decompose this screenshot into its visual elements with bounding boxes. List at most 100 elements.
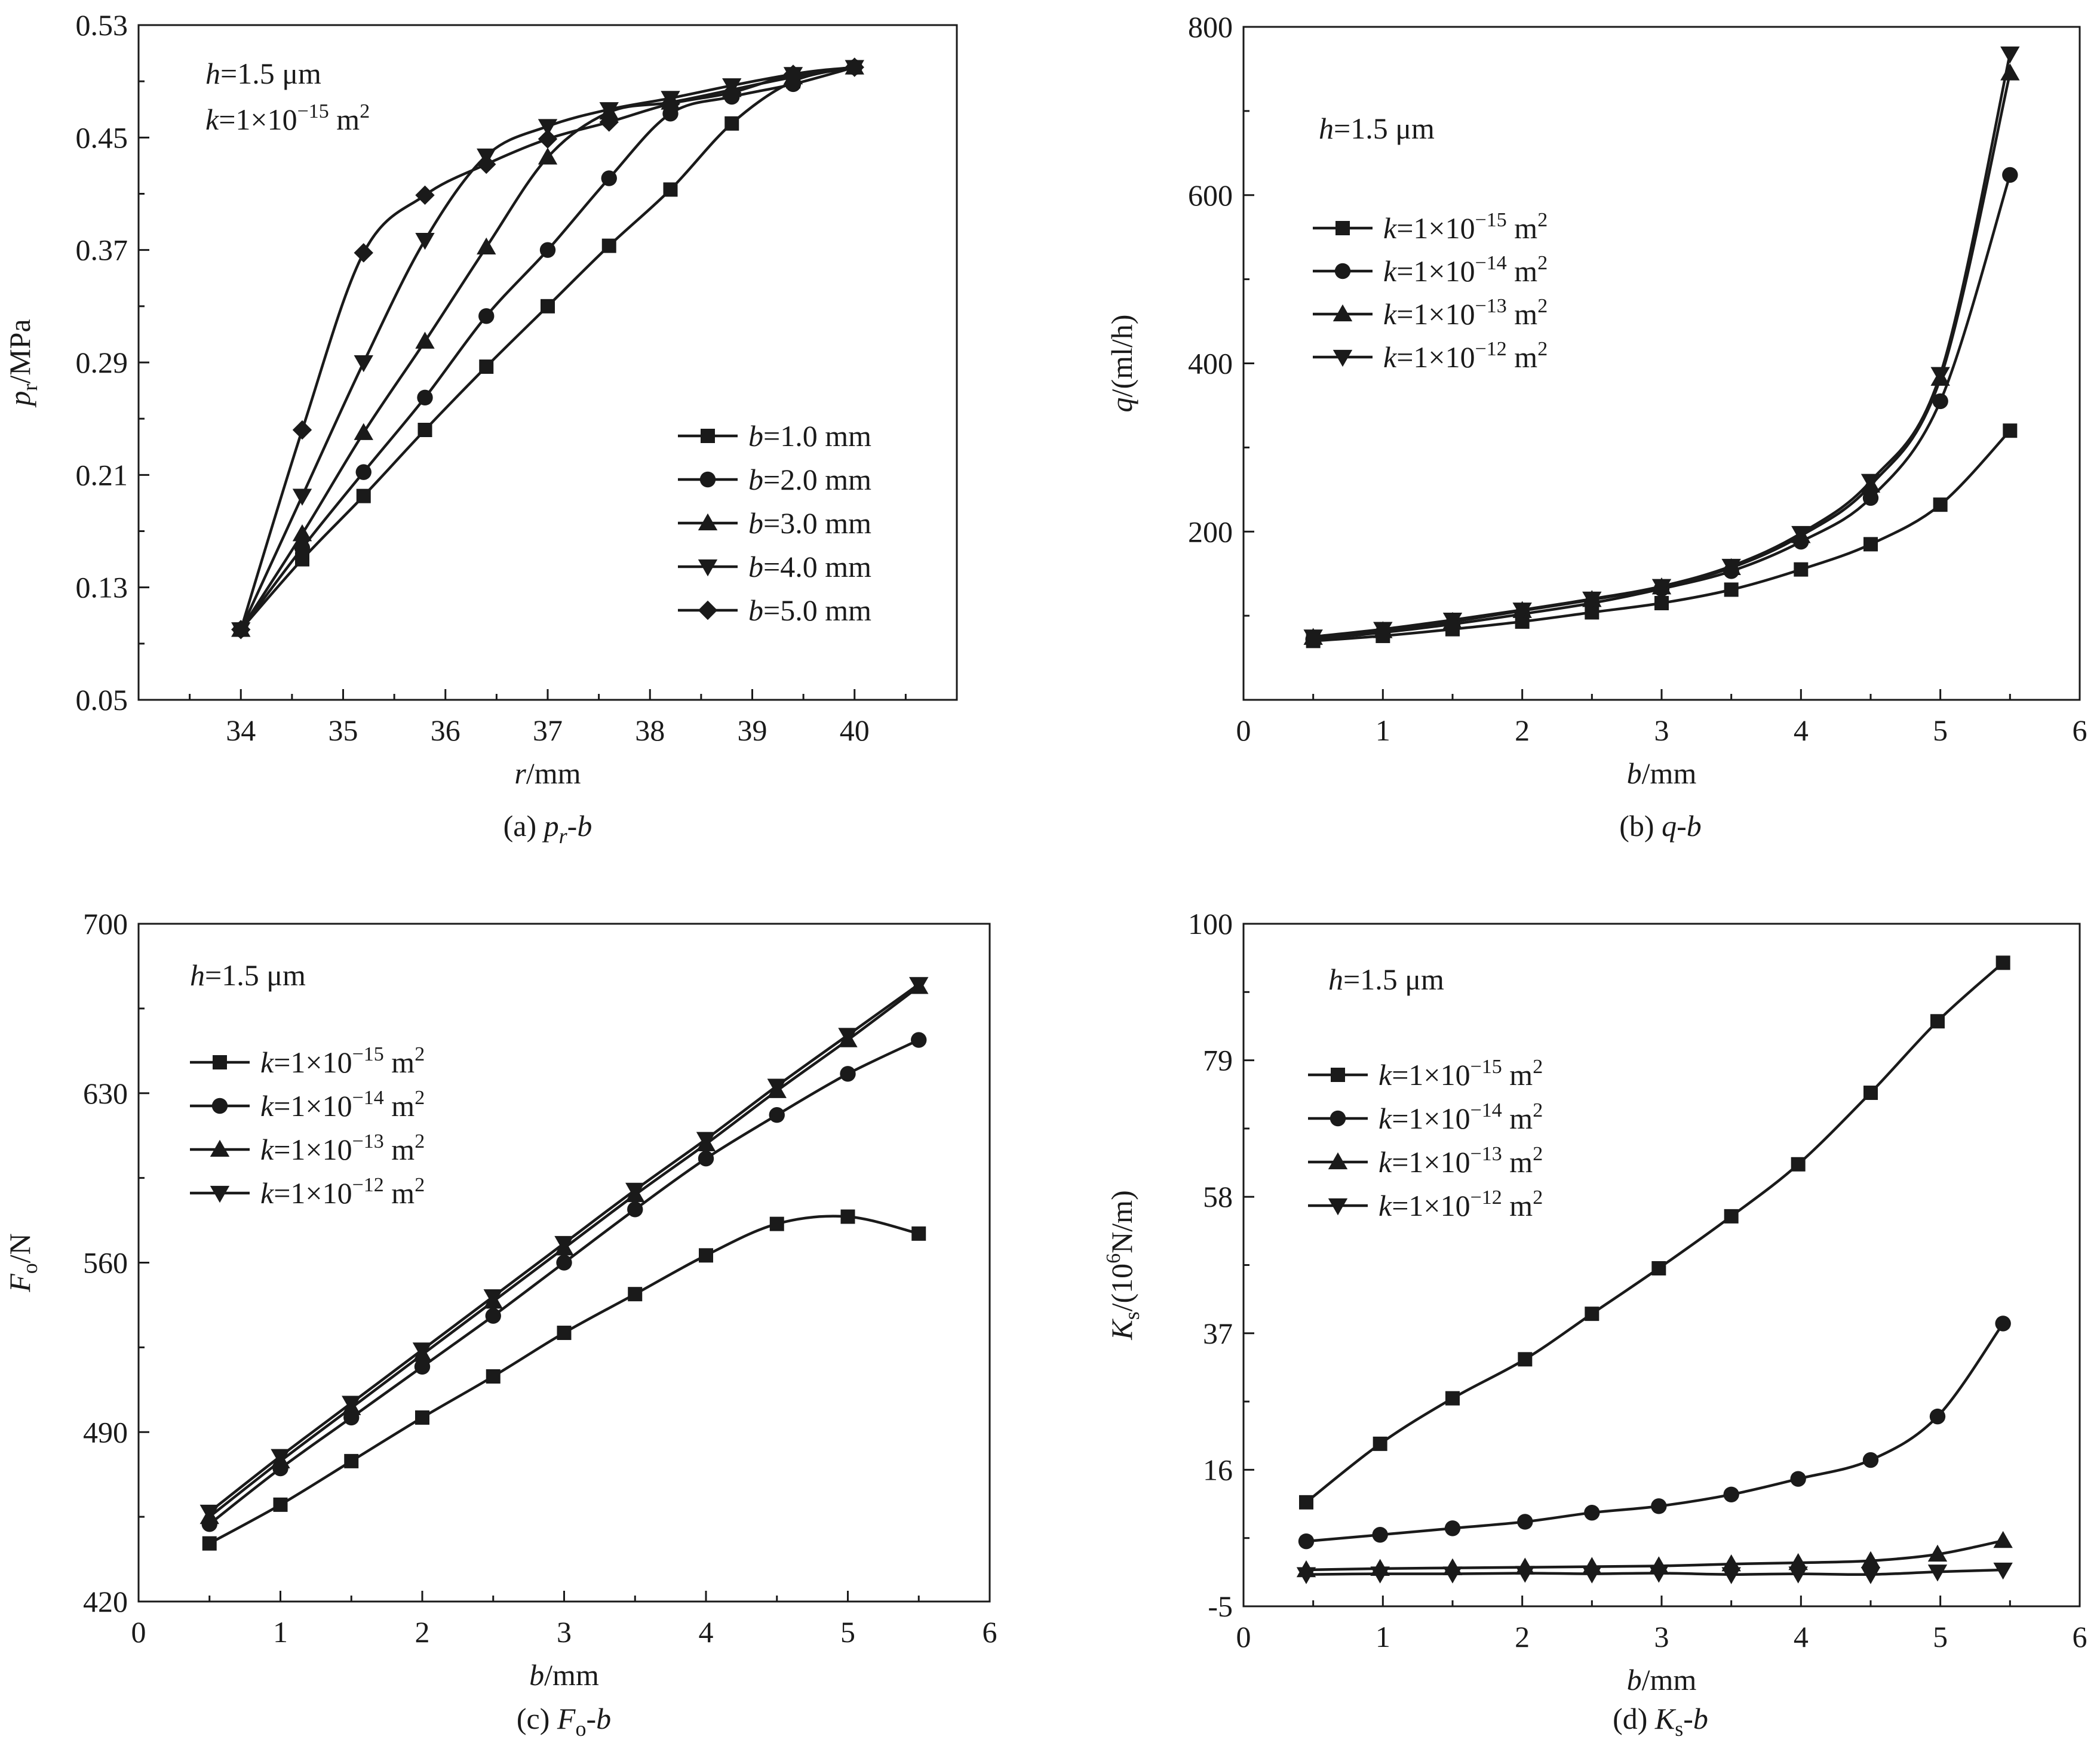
text-part: k <box>205 103 219 136</box>
x-tick-label: 5 <box>1933 1620 1948 1653</box>
marker-circle <box>699 471 716 488</box>
marker-square <box>1863 1086 1878 1101</box>
marker-circle <box>414 1358 431 1375</box>
marker-triangle-down <box>838 1028 858 1045</box>
text-part: p <box>542 809 559 843</box>
x-axis-label: b/mm <box>1627 1663 1697 1696</box>
text-part: k <box>260 1176 274 1210</box>
y-tick-label: 0.21 <box>76 458 128 491</box>
text-part: =1.0 mm <box>763 419 871 453</box>
text-part: −13 <box>1475 295 1507 317</box>
marker-triangle-down <box>1373 622 1393 639</box>
marker-circle <box>662 106 678 122</box>
text-part: −15 <box>1475 209 1507 231</box>
text-part: h <box>205 57 220 90</box>
marker-triangle-down <box>1296 1567 1316 1584</box>
marker-triangle-down <box>412 1342 432 1360</box>
marker-square <box>699 1248 713 1263</box>
x-tick-label: 3 <box>1654 714 1669 747</box>
text-part: =1×10 <box>219 103 297 136</box>
marker-triangle-up <box>1328 1152 1348 1170</box>
panel-caption: (a) pr-b <box>503 809 592 848</box>
legend-entry: k=1×10−14 m2 <box>260 1087 425 1123</box>
marker-circle <box>485 1308 501 1324</box>
marker-diamond <box>599 112 619 132</box>
marker-square <box>840 1209 855 1224</box>
text-part: 2 <box>1537 338 1548 360</box>
x-tick-label: 2 <box>1515 1620 1530 1653</box>
marker-diamond <box>354 243 373 263</box>
text-part: q <box>1662 809 1677 843</box>
text-part: =1×10 <box>1396 297 1475 331</box>
series-2 <box>1298 1315 2011 1550</box>
text-part: −13 <box>352 1130 384 1152</box>
y-tick-label: 420 <box>83 1585 128 1618</box>
y-tick-label: 800 <box>1188 10 1233 44</box>
text-part: m <box>1502 1189 1533 1222</box>
marker-circle <box>539 242 556 258</box>
text-part: k <box>1383 340 1397 374</box>
marker-triangle-down <box>1649 1566 1669 1583</box>
x-tick-label: 4 <box>1794 714 1809 747</box>
marker-square <box>601 238 616 253</box>
legend-entry: k=1×10−12 m2 <box>1378 1187 1543 1222</box>
y-tick-label: 0.05 <box>76 683 128 717</box>
text-part: 2 <box>1533 1099 1543 1121</box>
text-part: /(ml/h) <box>1105 315 1138 398</box>
text-part: F <box>3 1274 36 1293</box>
text-part: −15 <box>1470 1056 1502 1078</box>
text-part: =1×10 <box>1392 1145 1470 1179</box>
marker-triangle-down <box>1442 1566 1463 1584</box>
text-part: s <box>1120 1311 1144 1320</box>
marker-triangle-up <box>1721 1554 1741 1572</box>
text-part: m <box>1507 297 1538 331</box>
marker-square <box>1863 537 1878 552</box>
text-part: m <box>1507 254 1538 288</box>
text-part: 2 <box>1533 1056 1543 1078</box>
text-part: 2 <box>360 100 370 122</box>
marker-triangle-up <box>2000 63 2020 81</box>
series-line <box>1313 429 2011 643</box>
text-part: k <box>260 1133 274 1166</box>
text-part: o <box>575 1717 586 1741</box>
text-part: r <box>514 757 526 790</box>
panel-caption: (b) q-b <box>1619 809 1701 843</box>
text-part: =2.0 mm <box>763 463 871 496</box>
marker-triangle-down <box>415 233 435 250</box>
marker-square <box>911 1226 926 1241</box>
marker-square <box>356 488 371 503</box>
y-tick-label: 400 <box>1188 347 1233 380</box>
text-part: b <box>1687 809 1702 843</box>
y-tick-label: 0.29 <box>76 346 128 379</box>
marker-square <box>486 1369 501 1384</box>
text-part: 2 <box>415 1174 425 1196</box>
legend-entry: b=2.0 mm <box>748 463 871 496</box>
marker-triangle-up <box>1860 1551 1881 1568</box>
legend-entry: k=1×10−15 m2 <box>1383 209 1548 245</box>
text-part: 2 <box>415 1087 425 1109</box>
y-tick-label: -5 <box>1208 1590 1233 1623</box>
text-part: =1×10 <box>274 1133 352 1166</box>
marker-triangle-down <box>1512 603 1532 620</box>
series-1 <box>1306 423 2018 648</box>
text-part: =3.0 mm <box>763 506 871 540</box>
text-part: m <box>1502 1102 1533 1135</box>
text-part: h <box>1319 112 1334 145</box>
panel-caption: (c) Fo-b <box>517 1702 611 1741</box>
series-4 <box>1303 46 2020 647</box>
text-part: 2 <box>1533 1143 1543 1165</box>
marker-circle <box>417 389 433 406</box>
text-part: (a) <box>503 809 544 843</box>
x-tick-label: 0 <box>1236 714 1251 747</box>
marker-square <box>1445 1391 1460 1406</box>
series-4 <box>1296 1562 2013 1584</box>
marker-square <box>1299 1495 1313 1510</box>
text-part: - <box>586 1702 596 1735</box>
marker-square <box>1933 497 1948 512</box>
text-part: /mm <box>544 1658 599 1692</box>
marker-circle <box>601 170 617 186</box>
marker-triangle-down <box>1582 591 1602 609</box>
marker-triangle-down <box>1333 349 1353 367</box>
y-tick-label: 630 <box>83 1077 128 1110</box>
marker-triangle-down <box>1721 558 1741 576</box>
